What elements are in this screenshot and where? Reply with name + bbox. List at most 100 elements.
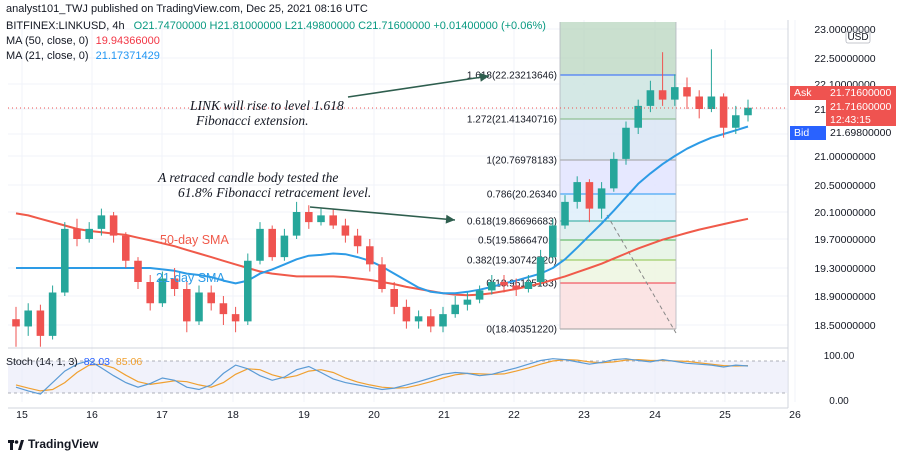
x-tick-label: 21 [438, 409, 450, 421]
candle-body [36, 310, 45, 336]
candle-body [683, 87, 691, 97]
x-tick-label: 16 [86, 409, 98, 421]
x-tick-label: 19 [298, 409, 310, 421]
candle-body [183, 289, 191, 322]
x-tick-label: 25 [719, 409, 731, 421]
candle [744, 99, 752, 122]
stoch-k-line [15, 358, 749, 395]
candle-body [475, 290, 484, 300]
stoch-k-value: 82.03 [83, 356, 110, 368]
candle-body [671, 87, 679, 100]
candle-body [402, 306, 411, 322]
candle-body [366, 246, 374, 265]
candle [353, 228, 362, 254]
candle [366, 239, 374, 272]
fib-level-label: 1(20.76978183) [486, 156, 557, 167]
fib-band [560, 283, 676, 329]
x-tick-label: 26 [789, 409, 801, 421]
candle [488, 275, 496, 295]
candle-body [719, 96, 728, 128]
candle-body [207, 292, 215, 304]
candle [73, 218, 81, 247]
annotation-arrow-head [445, 214, 455, 224]
annotation-arrow-line [347, 75, 490, 98]
candle [207, 285, 215, 311]
candle [451, 296, 459, 318]
last-price-value: 21.71600000 [826, 100, 896, 114]
ask-price-value: 21.71600000 [826, 86, 896, 100]
candle [134, 257, 142, 289]
y-tick-label: 21.00000000 [814, 151, 875, 163]
x-tick-label: 15 [16, 409, 28, 421]
fibonacci-extension-tool[interactable]: 1.618(22.23213646) 1.272(21.41340716) 1(20… [467, 22, 677, 336]
candle [109, 212, 118, 243]
candle-body [463, 299, 472, 305]
candle [512, 278, 520, 296]
candle-body [122, 235, 130, 261]
candle [524, 275, 533, 293]
candle [536, 249, 545, 286]
candle [634, 99, 642, 134]
candle [12, 306, 20, 347]
ma50-label[interactable]: MA (50, close, 0) [6, 35, 89, 47]
fib-level-label: 0.786(20.26340 [487, 190, 558, 201]
candle [219, 296, 228, 325]
candle-body [268, 228, 276, 258]
candle-body [707, 96, 716, 109]
candle [97, 208, 106, 236]
candle [329, 208, 337, 229]
chart-grid [8, 20, 796, 402]
candle-body [12, 319, 20, 327]
candle [268, 225, 276, 261]
candle [158, 271, 167, 307]
note-fib-extension-line1: LINK will rise to level 1.618 [190, 98, 344, 113]
symbol-label[interactable]: BITFINEX:LINKUSD, 4h [6, 20, 125, 32]
x-tick-label: 24 [649, 409, 661, 421]
y-tick-label: 19.70000000 [814, 234, 875, 246]
bid-price-value: 21.69800000 [826, 126, 896, 140]
fib-level-label: 0.618(19.86696683) [467, 217, 557, 228]
candle-body [658, 90, 667, 100]
tradingview-logo[interactable]: TradingView [8, 437, 98, 451]
candle [610, 152, 618, 192]
candle-body [97, 215, 106, 229]
stoch-label[interactable]: Stoch (14, 1, 3) [6, 356, 78, 368]
candle [683, 77, 691, 109]
candle [427, 309, 435, 333]
fib-band [560, 221, 676, 240]
candle [48, 285, 57, 340]
candle [61, 222, 69, 296]
note-retracement-line2: 61.8% Fibonacci retracement level. [178, 185, 372, 200]
candle-body [73, 228, 81, 239]
candle-body [610, 158, 618, 189]
stoch-d-value: 85.06 [115, 356, 143, 368]
ma21-label[interactable]: MA (21, close, 0) [6, 50, 89, 62]
x-tick-label: 18 [227, 409, 239, 421]
x-tick-label: 22 [508, 409, 520, 421]
candle-body [500, 282, 508, 286]
candle-body [305, 212, 313, 223]
candle [439, 306, 447, 333]
candle-body [134, 260, 142, 282]
candle-body [634, 105, 642, 128]
candle-body [244, 260, 252, 322]
candle-body [292, 212, 301, 236]
candle-body [488, 282, 496, 291]
bid-tag-name: Bid [794, 127, 810, 139]
annotation-arrows [309, 72, 490, 224]
candle [85, 222, 93, 243]
candle [707, 49, 716, 113]
fib-level-label: 0(18.96195183) [486, 279, 557, 290]
candle [36, 304, 45, 347]
stochastic-panel: 100.00 0.00 [8, 351, 855, 407]
candle-body [573, 182, 581, 202]
fib-band [560, 119, 676, 160]
y-tick-label: 20.50000000 [814, 180, 875, 192]
candle-body [390, 289, 398, 307]
candle [24, 303, 32, 336]
candle-body [61, 228, 69, 293]
note-retracement: A retraced candle body tested the 61.8% … [158, 170, 371, 200]
y-tick-label: 18.50000000 [814, 320, 875, 332]
candle [170, 268, 179, 296]
